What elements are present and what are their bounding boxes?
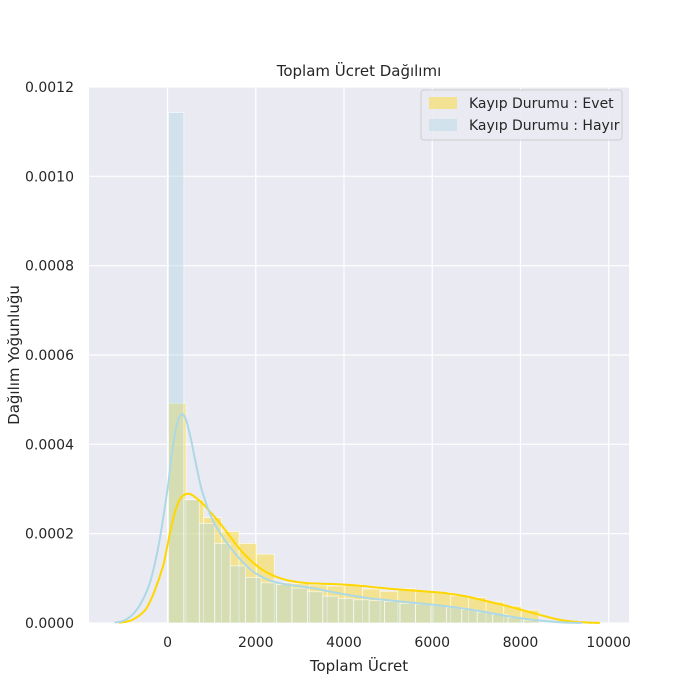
x-tick-label: 8000 xyxy=(503,635,539,651)
axis-ticks: 0 2000 4000 6000 8000 10000 0.0000 0.0002 0.0004… xyxy=(25,80,631,651)
y-tick-label: 0.0012 xyxy=(25,80,74,96)
legend-swatch-evet xyxy=(429,97,457,109)
histogram-bars xyxy=(168,112,540,624)
hist-bar-hayir xyxy=(306,591,324,624)
hist-bar-hayir xyxy=(214,543,231,624)
x-tick-label: 6000 xyxy=(414,635,450,651)
hist-bar-hayir xyxy=(399,602,416,624)
x-tick-label: 4000 xyxy=(326,635,362,651)
x-axis-label: Toplam Ücret xyxy=(309,656,408,675)
x-tick-label: 10000 xyxy=(586,635,631,651)
y-tick-label: 0.0008 xyxy=(25,259,74,275)
y-tick-label: 0.0006 xyxy=(25,348,74,364)
legend-label-hayir: Kayıp Durumu : Hayır xyxy=(469,118,620,134)
chart-title: Toplam Ücret Dağılımı xyxy=(276,61,442,80)
x-tick-label: 0 xyxy=(163,635,172,651)
hist-bar-hayir xyxy=(229,565,247,624)
legend-label-evet: Kayıp Durumu : Evet xyxy=(469,96,614,112)
kde-line-hayir xyxy=(114,413,583,624)
hist-bar-hayir xyxy=(198,522,216,624)
hist-bar-hayir xyxy=(353,599,370,624)
x-tick-label: 2000 xyxy=(238,635,274,651)
hist-bar-hayir xyxy=(245,577,262,624)
y-tick-label: 0.0000 xyxy=(25,616,74,632)
hist-bar-hayir xyxy=(168,112,185,624)
legend-box xyxy=(420,89,623,141)
hist-bar-hayir xyxy=(337,598,355,624)
hist-bar-hayir xyxy=(430,605,447,624)
y-tick-label: 0.0004 xyxy=(25,437,74,453)
hist-bar-hayir xyxy=(368,600,385,624)
legend-swatch-hayir xyxy=(429,119,457,131)
hist-bar-hayir xyxy=(183,499,200,624)
hist-bar-hayir xyxy=(291,587,308,624)
legend: Kayıp Durumu : Evet Kayıp Durumu : Hayır xyxy=(420,89,623,141)
hist-bar-hayir xyxy=(260,582,277,624)
y-tick-label: 0.0002 xyxy=(25,527,74,543)
hist-bar-hayir xyxy=(415,603,432,624)
density-curves xyxy=(114,413,600,624)
hist-bar-hayir xyxy=(445,606,463,624)
hist-bar-hayir xyxy=(276,584,293,624)
kde-line-evet xyxy=(118,492,600,624)
hist-bar-hayir xyxy=(384,601,401,624)
y-tick-label: 0.0010 xyxy=(25,169,74,185)
hist-bar-hayir xyxy=(461,609,478,624)
hist-bar-hayir xyxy=(322,595,339,624)
grid-lines xyxy=(89,86,629,624)
y-axis-label: Dağılım Yoğunluğu xyxy=(5,285,23,425)
